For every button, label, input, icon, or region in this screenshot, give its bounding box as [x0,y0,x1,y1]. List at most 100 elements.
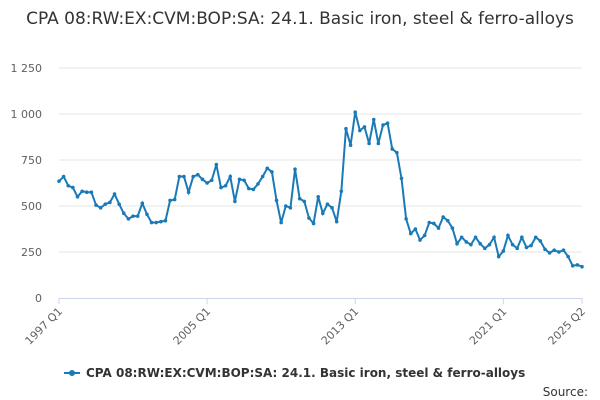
data-point[interactable] [103,202,108,206]
data-point[interactable] [422,233,427,238]
data-point[interactable] [427,220,432,225]
data-point[interactable] [80,189,84,194]
data-point[interactable] [510,242,515,247]
data-point[interactable] [61,174,66,179]
data-point[interactable] [464,240,469,244]
data-point[interactable] [561,248,566,252]
data-point[interactable] [455,241,459,246]
data-point[interactable] [348,143,353,148]
data-point[interactable] [325,202,330,206]
data-point[interactable] [256,182,260,186]
data-point[interactable] [237,177,242,182]
data-point[interactable] [469,242,473,247]
data-point[interactable] [376,141,381,146]
data-point[interactable] [520,235,524,240]
data-point[interactable] [117,202,121,206]
data-point[interactable] [371,117,376,122]
data-point[interactable] [209,178,214,183]
data-point[interactable] [580,264,584,269]
data-point[interactable] [501,249,506,253]
data-point[interactable] [418,238,422,242]
data-point[interactable] [182,174,186,179]
data-point[interactable] [293,167,297,171]
data-point[interactable] [66,183,71,188]
data-point[interactable] [270,170,274,174]
data-point[interactable] [214,162,219,167]
data-point[interactable] [543,247,547,252]
data-point[interactable] [98,206,103,210]
data-point[interactable] [390,147,395,151]
data-point[interactable] [200,177,205,182]
data-point[interactable] [362,125,367,129]
data-point[interactable] [297,196,302,201]
data-point[interactable] [441,215,445,219]
data-point[interactable] [552,248,557,252]
data-point[interactable] [339,189,344,194]
data-point[interactable] [570,264,575,268]
data-point[interactable] [112,192,117,196]
data-point[interactable] [168,198,172,203]
data-point[interactable] [265,166,270,171]
data-point[interactable] [316,195,320,199]
data-point[interactable] [566,254,570,259]
data-point[interactable] [145,212,149,217]
legend[interactable]: CPA 08:RW:EX:CVM:BOP:SA: 24.1. Basic iro… [64,366,525,380]
data-point[interactable] [159,219,163,224]
data-point[interactable] [242,178,246,183]
data-point[interactable] [330,206,334,210]
data-point[interactable] [186,190,191,194]
data-point[interactable] [84,190,89,194]
data-point[interactable] [288,206,293,210]
data-point[interactable] [515,246,519,251]
data-point[interactable] [154,220,158,225]
data-point[interactable] [547,251,552,255]
data-point[interactable] [445,218,450,223]
data-point[interactable] [473,235,478,240]
data-point[interactable] [307,216,311,220]
data-point[interactable] [399,176,404,181]
data-point[interactable] [353,110,358,114]
data-point[interactable] [459,235,464,240]
data-point[interactable] [283,204,288,208]
data-point[interactable] [140,201,145,206]
data-point[interactable] [321,211,325,216]
data-point[interactable] [279,220,283,225]
data-point[interactable] [524,245,529,250]
data-point[interactable] [205,181,209,185]
data-point[interactable] [381,123,385,127]
data-point[interactable] [163,218,168,223]
data-point[interactable] [344,126,348,131]
data-point[interactable] [311,221,316,226]
data-point[interactable] [108,200,112,205]
data-point[interactable] [196,172,200,177]
data-point[interactable] [149,220,154,225]
data-point[interactable] [367,141,371,146]
data-point[interactable] [496,254,501,259]
data-point[interactable] [251,187,256,192]
data-point[interactable] [122,211,126,216]
data-point[interactable] [478,241,482,246]
data-point[interactable] [436,226,441,230]
data-point[interactable] [89,190,94,194]
data-point[interactable] [223,183,228,188]
data-point[interactable] [529,243,533,248]
data-point[interactable] [228,174,233,179]
data-point[interactable] [260,174,265,179]
data-point[interactable] [492,235,496,240]
data-point[interactable] [395,150,399,155]
data-point[interactable] [506,233,510,238]
data-point[interactable] [191,174,196,179]
data-point[interactable] [94,203,98,207]
data-point[interactable] [408,231,413,236]
data-point[interactable] [233,199,237,204]
data-point[interactable] [404,217,408,221]
data-point[interactable] [126,217,131,221]
data-point[interactable] [432,221,436,226]
data-point[interactable] [334,219,339,224]
data-point[interactable] [538,239,543,243]
data-point[interactable] [533,235,538,240]
data-point[interactable] [131,214,135,218]
data-point[interactable] [450,226,455,230]
data-point[interactable] [557,250,561,254]
data-point[interactable] [575,263,580,267]
